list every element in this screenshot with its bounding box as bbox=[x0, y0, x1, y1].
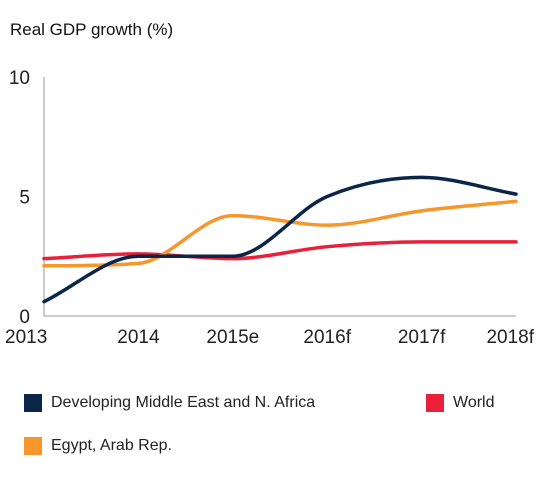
legend-label-egypt: Egypt, Arab Rep. bbox=[51, 437, 172, 454]
x-tick-label: 2018f bbox=[486, 327, 534, 348]
tick-labels: 0 5 10 2013 2014 2015e 2016f 2017f 2018f bbox=[5, 68, 535, 348]
legend-item-world: World bbox=[426, 394, 495, 412]
y-tick-label: 5 bbox=[19, 188, 30, 209]
x-tick-label: 2014 bbox=[117, 327, 160, 348]
x-tick-label: 2017f bbox=[398, 327, 446, 348]
legend-label-mena: Developing Middle East and N. Africa bbox=[51, 394, 316, 411]
axes bbox=[43, 77, 516, 317]
legend-item-egypt: Egypt, Arab Rep. bbox=[24, 437, 172, 455]
series-line-world bbox=[42, 240, 518, 261]
legend-swatch-mena bbox=[24, 394, 42, 412]
series-line-egypt bbox=[42, 199, 518, 268]
legend-item-mena: Developing Middle East and N. Africa bbox=[24, 394, 315, 412]
y-tick-label: 0 bbox=[19, 307, 30, 328]
x-tick-label: 2015e bbox=[206, 327, 259, 348]
y-axis-title: Real GDP growth (%) bbox=[10, 20, 174, 39]
legend-swatch-egypt bbox=[24, 437, 42, 455]
x-tick-label: 2013 bbox=[5, 327, 47, 348]
y-tick-label: 10 bbox=[9, 68, 30, 89]
x-tick-label: 2016f bbox=[303, 327, 351, 348]
series-line-mena bbox=[42, 175, 518, 304]
legend-label-world: World bbox=[453, 394, 495, 411]
legend-swatch-world bbox=[426, 394, 444, 412]
series-lines bbox=[42, 175, 518, 304]
